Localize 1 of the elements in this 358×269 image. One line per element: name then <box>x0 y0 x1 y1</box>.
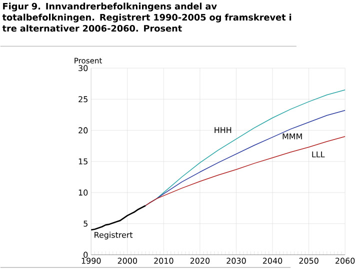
chart-title: Figur 9. Innvandrerbefolkningens andel av totalbefolkningen. Registrert 1990-2005 og framskrevet i tre alternativer 2006-2060. Prosent <box>2 2 292 32</box>
